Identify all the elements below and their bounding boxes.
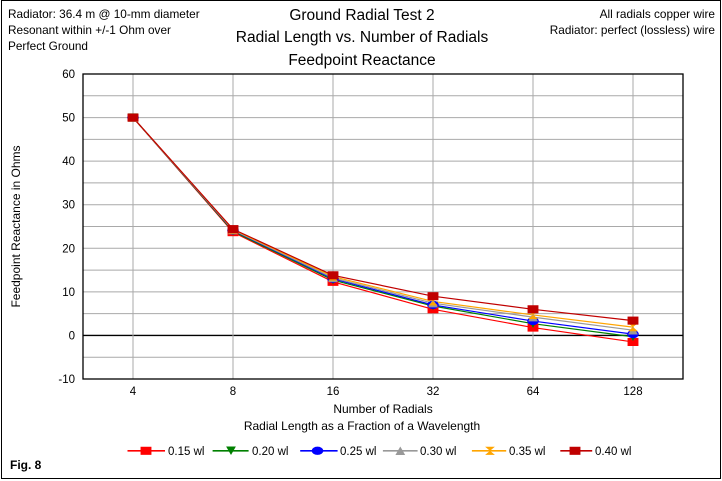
svg-text:-10: -10	[58, 374, 75, 386]
svg-text:32: 32	[427, 386, 440, 398]
svg-text:4: 4	[130, 386, 137, 398]
svg-text:50: 50	[62, 113, 75, 125]
svg-text:60: 60	[62, 69, 75, 81]
svg-text:0.35 wl: 0.35 wl	[509, 446, 545, 458]
svg-text:128: 128	[623, 386, 642, 398]
svg-text:Feedpoint Reactance in Ohms: Feedpoint Reactance in Ohms	[9, 145, 23, 307]
svg-text:8: 8	[230, 386, 236, 398]
svg-text:64: 64	[527, 386, 540, 398]
svg-text:0: 0	[69, 330, 75, 342]
svg-text:0.40 wl: 0.40 wl	[595, 446, 631, 458]
svg-text:10: 10	[62, 287, 75, 299]
svg-text:0.20 wl: 0.20 wl	[252, 446, 288, 458]
svg-text:0.15 wl: 0.15 wl	[168, 446, 204, 458]
svg-text:20: 20	[62, 243, 75, 255]
svg-text:Number of Radials: Number of Radials	[333, 402, 432, 416]
svg-text:0.25 wl: 0.25 wl	[340, 446, 376, 458]
svg-text:0.30 wl: 0.30 wl	[420, 446, 456, 458]
svg-text:40: 40	[62, 156, 75, 168]
svg-text:30: 30	[62, 200, 75, 212]
svg-text:16: 16	[327, 386, 340, 398]
